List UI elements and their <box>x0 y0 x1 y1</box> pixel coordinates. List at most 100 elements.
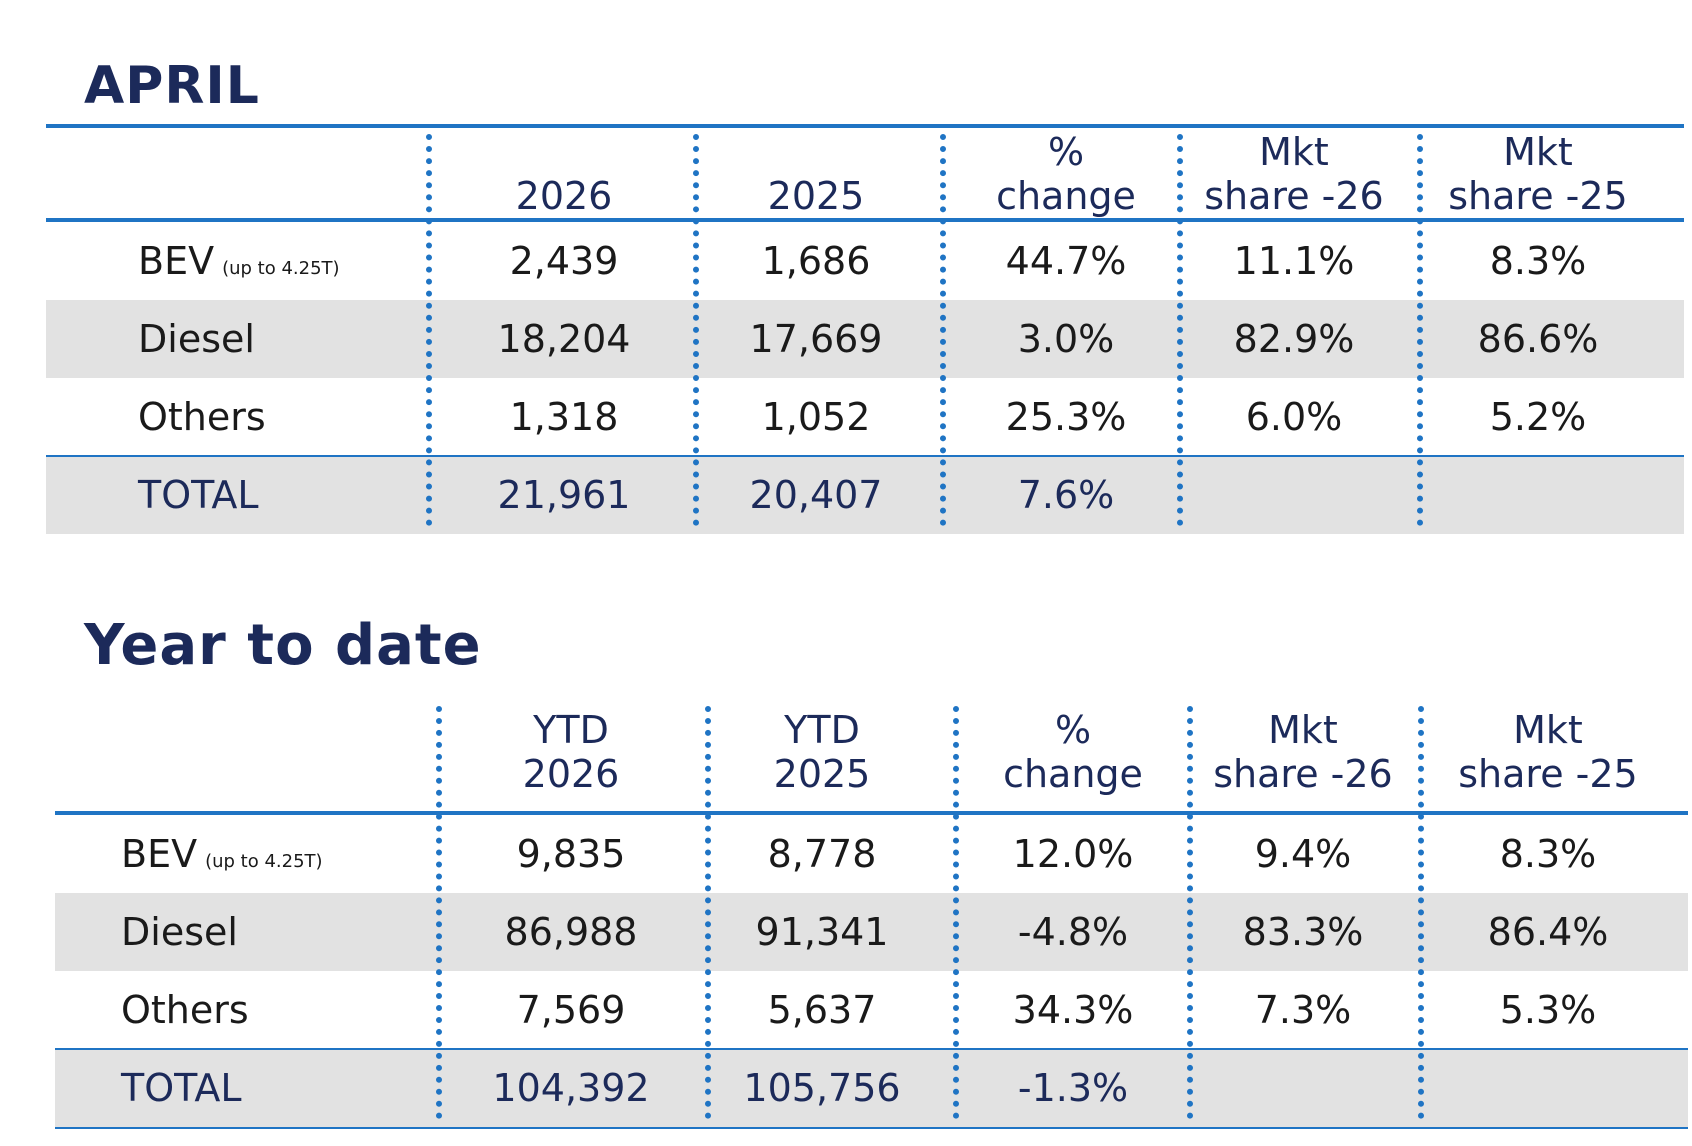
ytd-header-line2: 2026 <box>522 752 620 796</box>
april-row-label: Others <box>138 395 266 439</box>
ytd-table: YTD 2026 YTD 2025% change Mkt share -26 Mkt shar… <box>55 706 1688 1132</box>
april-value-cell: 18,204 <box>497 317 631 361</box>
ytd-value-cell: 5.3% <box>1499 988 1597 1032</box>
april-value-cell: 5.2% <box>1489 395 1587 439</box>
april-value-cell: 11.1% <box>1233 239 1355 283</box>
ytd-value-cell: 83.3% <box>1242 910 1364 954</box>
april-value-cell: 1,318 <box>509 395 619 439</box>
april-value-cell: 44.7% <box>1005 239 1127 283</box>
ytd-row-label-text: Diesel <box>121 910 238 954</box>
april-column-separator <box>1417 134 1423 526</box>
april-header-rule <box>46 218 1684 222</box>
april-header-cell: 2026 <box>414 130 714 218</box>
ytd-header-line2: change <box>1003 752 1143 796</box>
ytd-value-cell: 12.0% <box>1012 832 1134 876</box>
ytd-value-cell: 34.3% <box>1012 988 1134 1032</box>
april-header-line2: 2025 <box>767 174 865 218</box>
ytd-row-label: Others <box>121 988 249 1032</box>
ytd-row-shade <box>55 893 1688 971</box>
ytd-value-cell: 5,637 <box>767 988 877 1032</box>
ytd-value-cell: 7,569 <box>516 988 626 1032</box>
ytd-row-label-text: TOTAL <box>121 1066 242 1110</box>
ytd-value-cell: 9,835 <box>516 832 626 876</box>
april-column-separator <box>426 134 432 526</box>
ytd-row-label: BEV (up to 4.25T) <box>121 832 323 876</box>
ytd-header-line1: Mkt <box>1268 708 1338 752</box>
april-header-cell: Mkt share -25 <box>1388 130 1688 218</box>
april-header-line2: 2026 <box>515 174 613 218</box>
ytd-value-cell: 86.4% <box>1487 910 1609 954</box>
ytd-value-cell: 8,778 <box>767 832 877 876</box>
ytd-header-line1: YTD <box>533 708 609 752</box>
ytd-bottom-rule <box>55 1127 1688 1129</box>
ytd-title: Year to date <box>84 613 482 678</box>
ytd-header-line1: Mkt <box>1513 708 1583 752</box>
ytd-row-shade <box>55 1049 1688 1127</box>
april-row-label-text: Others <box>138 395 266 439</box>
ytd-column-separator <box>1187 706 1193 1119</box>
april-header-line2: share -26 <box>1204 174 1384 218</box>
april-top-rule <box>46 124 1684 128</box>
ytd-column-separator <box>705 706 711 1119</box>
april-row-label: TOTAL <box>138 473 259 517</box>
april-value-cell: 3.0% <box>1017 317 1115 361</box>
ytd-header-cell: YTD 2025 <box>672 708 972 796</box>
april-column-separator <box>940 134 946 526</box>
ytd-row-label-note: (up to 4.25T) <box>205 851 323 872</box>
april-value-cell: 1,052 <box>761 395 871 439</box>
ytd-value-cell: 104,392 <box>492 1066 650 1110</box>
april-value-cell: 7.6% <box>1017 473 1115 517</box>
april-value-cell: 6.0% <box>1245 395 1343 439</box>
ytd-row-label: Diesel <box>121 910 238 954</box>
april-row-label: Diesel <box>138 317 255 361</box>
april-total-rule <box>46 455 1684 457</box>
april-column-separator <box>693 134 699 526</box>
april-value-cell: 20,407 <box>749 473 883 517</box>
april-value-cell: 8.3% <box>1489 239 1587 283</box>
april-value-cell: 25.3% <box>1005 395 1127 439</box>
april-column-separator <box>1177 134 1183 526</box>
ytd-value-cell: 7.3% <box>1254 988 1352 1032</box>
ytd-value-cell: 9.4% <box>1254 832 1352 876</box>
ytd-row-label: TOTAL <box>121 1066 242 1110</box>
ytd-header-rule <box>55 811 1688 815</box>
ytd-header-line2: share -25 <box>1458 752 1638 796</box>
ytd-column-separator <box>1418 706 1424 1119</box>
ytd-header-line2: share -26 <box>1213 752 1393 796</box>
april-row-label: BEV (up to 4.25T) <box>138 239 340 283</box>
april-header-line1: Mkt <box>1503 130 1573 174</box>
april-value-cell: 86.6% <box>1477 317 1599 361</box>
april-header-line2: share -25 <box>1448 174 1628 218</box>
ytd-value-cell: 8.3% <box>1499 832 1597 876</box>
ytd-header-cell: Mkt share -26 <box>1153 708 1453 796</box>
ytd-header-line1: % <box>1054 708 1092 752</box>
ytd-total-rule <box>55 1048 1688 1050</box>
ytd-value-cell: 86,988 <box>504 910 638 954</box>
april-header-cell: % change <box>916 130 1216 218</box>
ytd-header-line2: 2025 <box>773 752 871 796</box>
april-value-cell: 17,669 <box>749 317 883 361</box>
april-row-label-text: TOTAL <box>138 473 259 517</box>
ytd-header-cell: YTD 2026 <box>421 708 721 796</box>
april-row-label-text: BEV <box>138 239 215 283</box>
april-title: APRIL <box>84 56 260 116</box>
april-header-line2: change <box>996 174 1136 218</box>
april-header-cell: Mkt share -26 <box>1144 130 1444 218</box>
april-value-cell: 1,686 <box>761 239 871 283</box>
ytd-column-separator <box>436 706 442 1119</box>
ytd-row-label-text: Others <box>121 988 249 1032</box>
ytd-value-cell: -1.3% <box>1017 1066 1129 1110</box>
april-row-shade <box>46 456 1684 534</box>
ytd-header-cell: Mkt share -25 <box>1398 708 1692 796</box>
april-table: 2026 2025% change Mkt share -26 Mkt share -25 B… <box>46 124 1684 556</box>
april-value-cell: 2,439 <box>509 239 619 283</box>
april-value-cell: 82.9% <box>1233 317 1355 361</box>
april-header-line1: % <box>1047 130 1085 174</box>
april-header-cell: 2025 <box>666 130 966 218</box>
april-row-shade <box>46 300 1684 378</box>
ytd-header-cell: % change <box>923 708 1223 796</box>
ytd-row-label-text: BEV <box>121 832 198 876</box>
ytd-value-cell: 105,756 <box>743 1066 901 1110</box>
april-row-label-note: (up to 4.25T) <box>222 258 340 279</box>
ytd-header-line1: YTD <box>784 708 860 752</box>
